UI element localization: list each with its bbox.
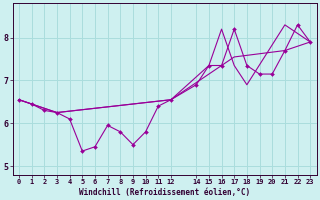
X-axis label: Windchill (Refroidissement éolien,°C): Windchill (Refroidissement éolien,°C): [79, 188, 250, 197]
